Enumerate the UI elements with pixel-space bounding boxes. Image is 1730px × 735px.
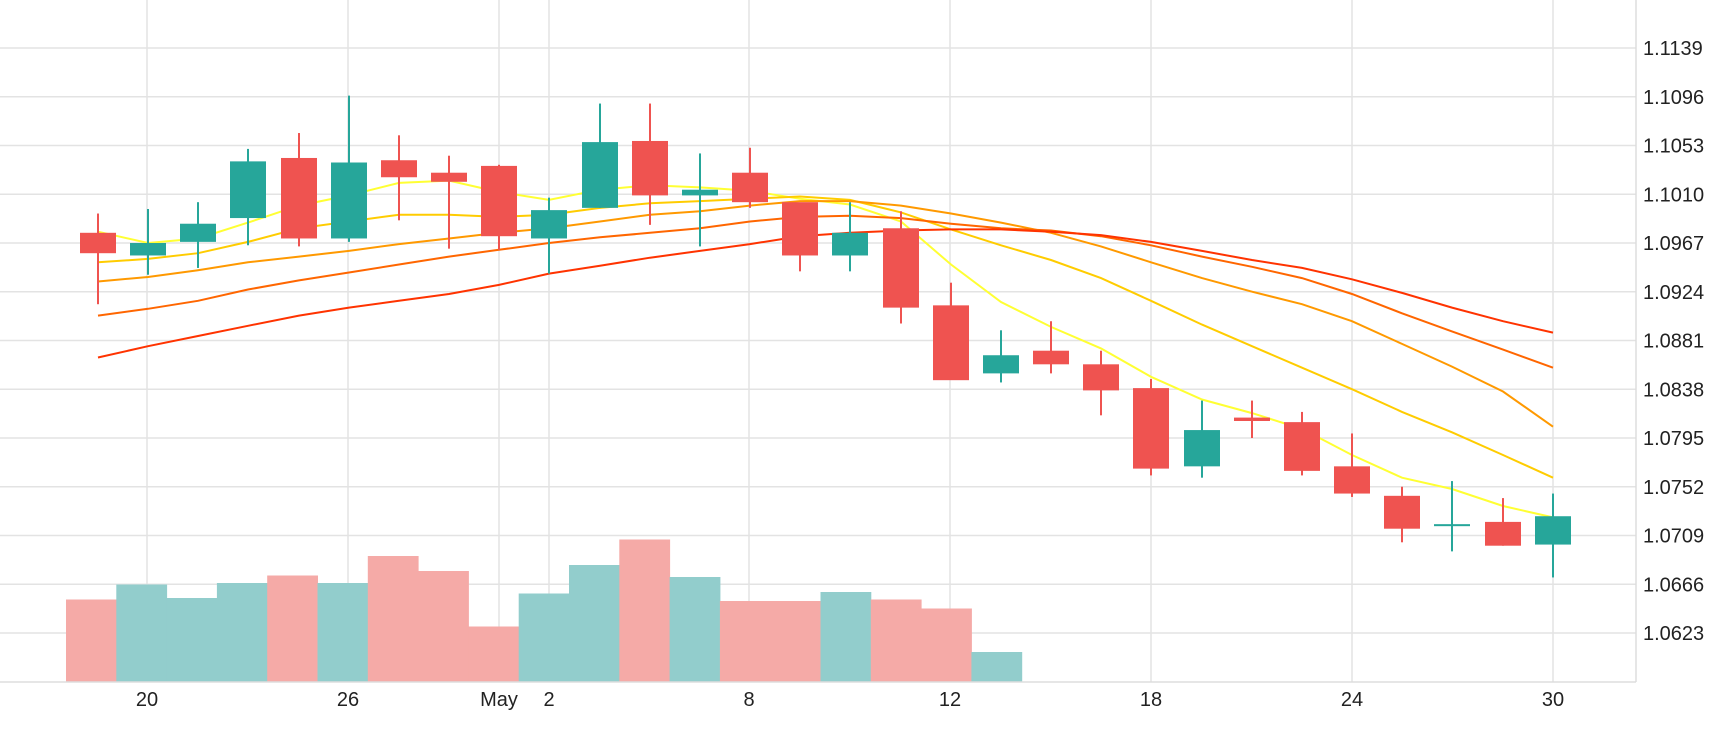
candle-body <box>632 140 668 196</box>
volume-bar <box>317 583 369 682</box>
candle-body <box>331 162 367 239</box>
candle-body <box>381 160 417 178</box>
volume-bar <box>216 583 268 682</box>
moving-average-line <box>97 200 1554 428</box>
volume-bar <box>971 652 1023 682</box>
y-tick-label: 1.1010 <box>1643 184 1704 206</box>
candle-body <box>1284 422 1320 471</box>
candle-body <box>481 165 517 237</box>
candle-body <box>933 305 969 381</box>
candle-body <box>281 157 317 239</box>
y-tick-label: 1.0752 <box>1643 477 1704 499</box>
candle-body <box>230 161 266 219</box>
y-axis: 1.1139 1.1096 1.1053 1.1010 1.0967 1.0924 1.08… <box>1635 0 1704 682</box>
volume-bars <box>66 539 1023 682</box>
x-tick-label: 30 <box>1542 689 1564 711</box>
x-tick-label: 12 <box>939 689 961 711</box>
candle-body <box>531 210 567 239</box>
grid-lines <box>0 0 1636 682</box>
candle-body <box>1485 521 1521 546</box>
volume-bar <box>116 584 168 682</box>
candle-body <box>1234 417 1270 421</box>
candle-body <box>983 355 1019 374</box>
y-tick-label: 1.0666 <box>1643 574 1704 596</box>
x-tick-label: 26 <box>337 689 359 711</box>
candle-body <box>1184 430 1220 467</box>
y-tick-label: 1.1139 <box>1643 38 1703 60</box>
volume-bar <box>468 626 520 682</box>
volume-bar <box>418 571 469 682</box>
y-tick-label: 1.0795 <box>1643 428 1704 450</box>
x-tick-label: 8 <box>743 689 754 711</box>
candle-body <box>180 223 216 242</box>
volume-bar <box>267 575 318 682</box>
candle-body <box>431 172 467 182</box>
volume-bar <box>870 599 922 682</box>
candle-body <box>782 202 818 256</box>
volume-bar <box>66 599 117 682</box>
x-tick-label: 2 <box>543 689 554 711</box>
x-tick-label: May <box>480 689 518 711</box>
y-tick-label: 1.0881 <box>1643 331 1704 353</box>
candle-body <box>1434 524 1470 527</box>
candle-body <box>80 232 116 254</box>
candle-body <box>130 243 166 256</box>
volume-bar <box>669 577 721 682</box>
moving-average-line <box>97 195 1554 479</box>
x-axis: 20 26 May 2 8 12 18 24 30 <box>0 681 1636 711</box>
moving-average-line <box>97 214 1554 369</box>
candle-body <box>682 189 718 196</box>
y-tick-label: 1.0838 <box>1643 379 1704 401</box>
candle-body <box>1535 516 1571 545</box>
volume-bar <box>518 593 570 682</box>
candle-body <box>1384 495 1420 529</box>
candle-body <box>1083 364 1119 391</box>
volume-bar <box>770 601 821 682</box>
volume-bar <box>719 601 771 682</box>
candle-body <box>732 172 768 203</box>
volume-bar <box>820 592 872 682</box>
x-tick-label: 24 <box>1341 689 1363 711</box>
candle-body <box>1133 388 1169 469</box>
x-tick-label: 18 <box>1140 689 1162 711</box>
y-tick-label: 1.0623 <box>1643 623 1704 645</box>
volume-bar <box>367 556 419 682</box>
y-tick-label: 1.1096 <box>1643 87 1704 109</box>
volume-bar <box>569 565 620 682</box>
y-tick-label: 1.0924 <box>1643 282 1704 304</box>
volume-bar <box>921 608 972 682</box>
candle-body <box>832 232 868 256</box>
candles <box>80 95 1571 578</box>
candle-body <box>582 142 618 208</box>
candle-body <box>1334 466 1370 494</box>
volume-bar <box>619 539 671 682</box>
y-tick-label: 1.1053 <box>1643 136 1704 158</box>
x-tick-label: 20 <box>136 689 158 711</box>
candle-body <box>883 228 919 308</box>
moving-average-line <box>97 228 1554 359</box>
y-tick-label: 1.0709 <box>1643 526 1704 548</box>
volume-bar <box>166 598 218 682</box>
candle-body <box>1033 350 1069 365</box>
y-tick-label: 1.0967 <box>1643 233 1704 255</box>
